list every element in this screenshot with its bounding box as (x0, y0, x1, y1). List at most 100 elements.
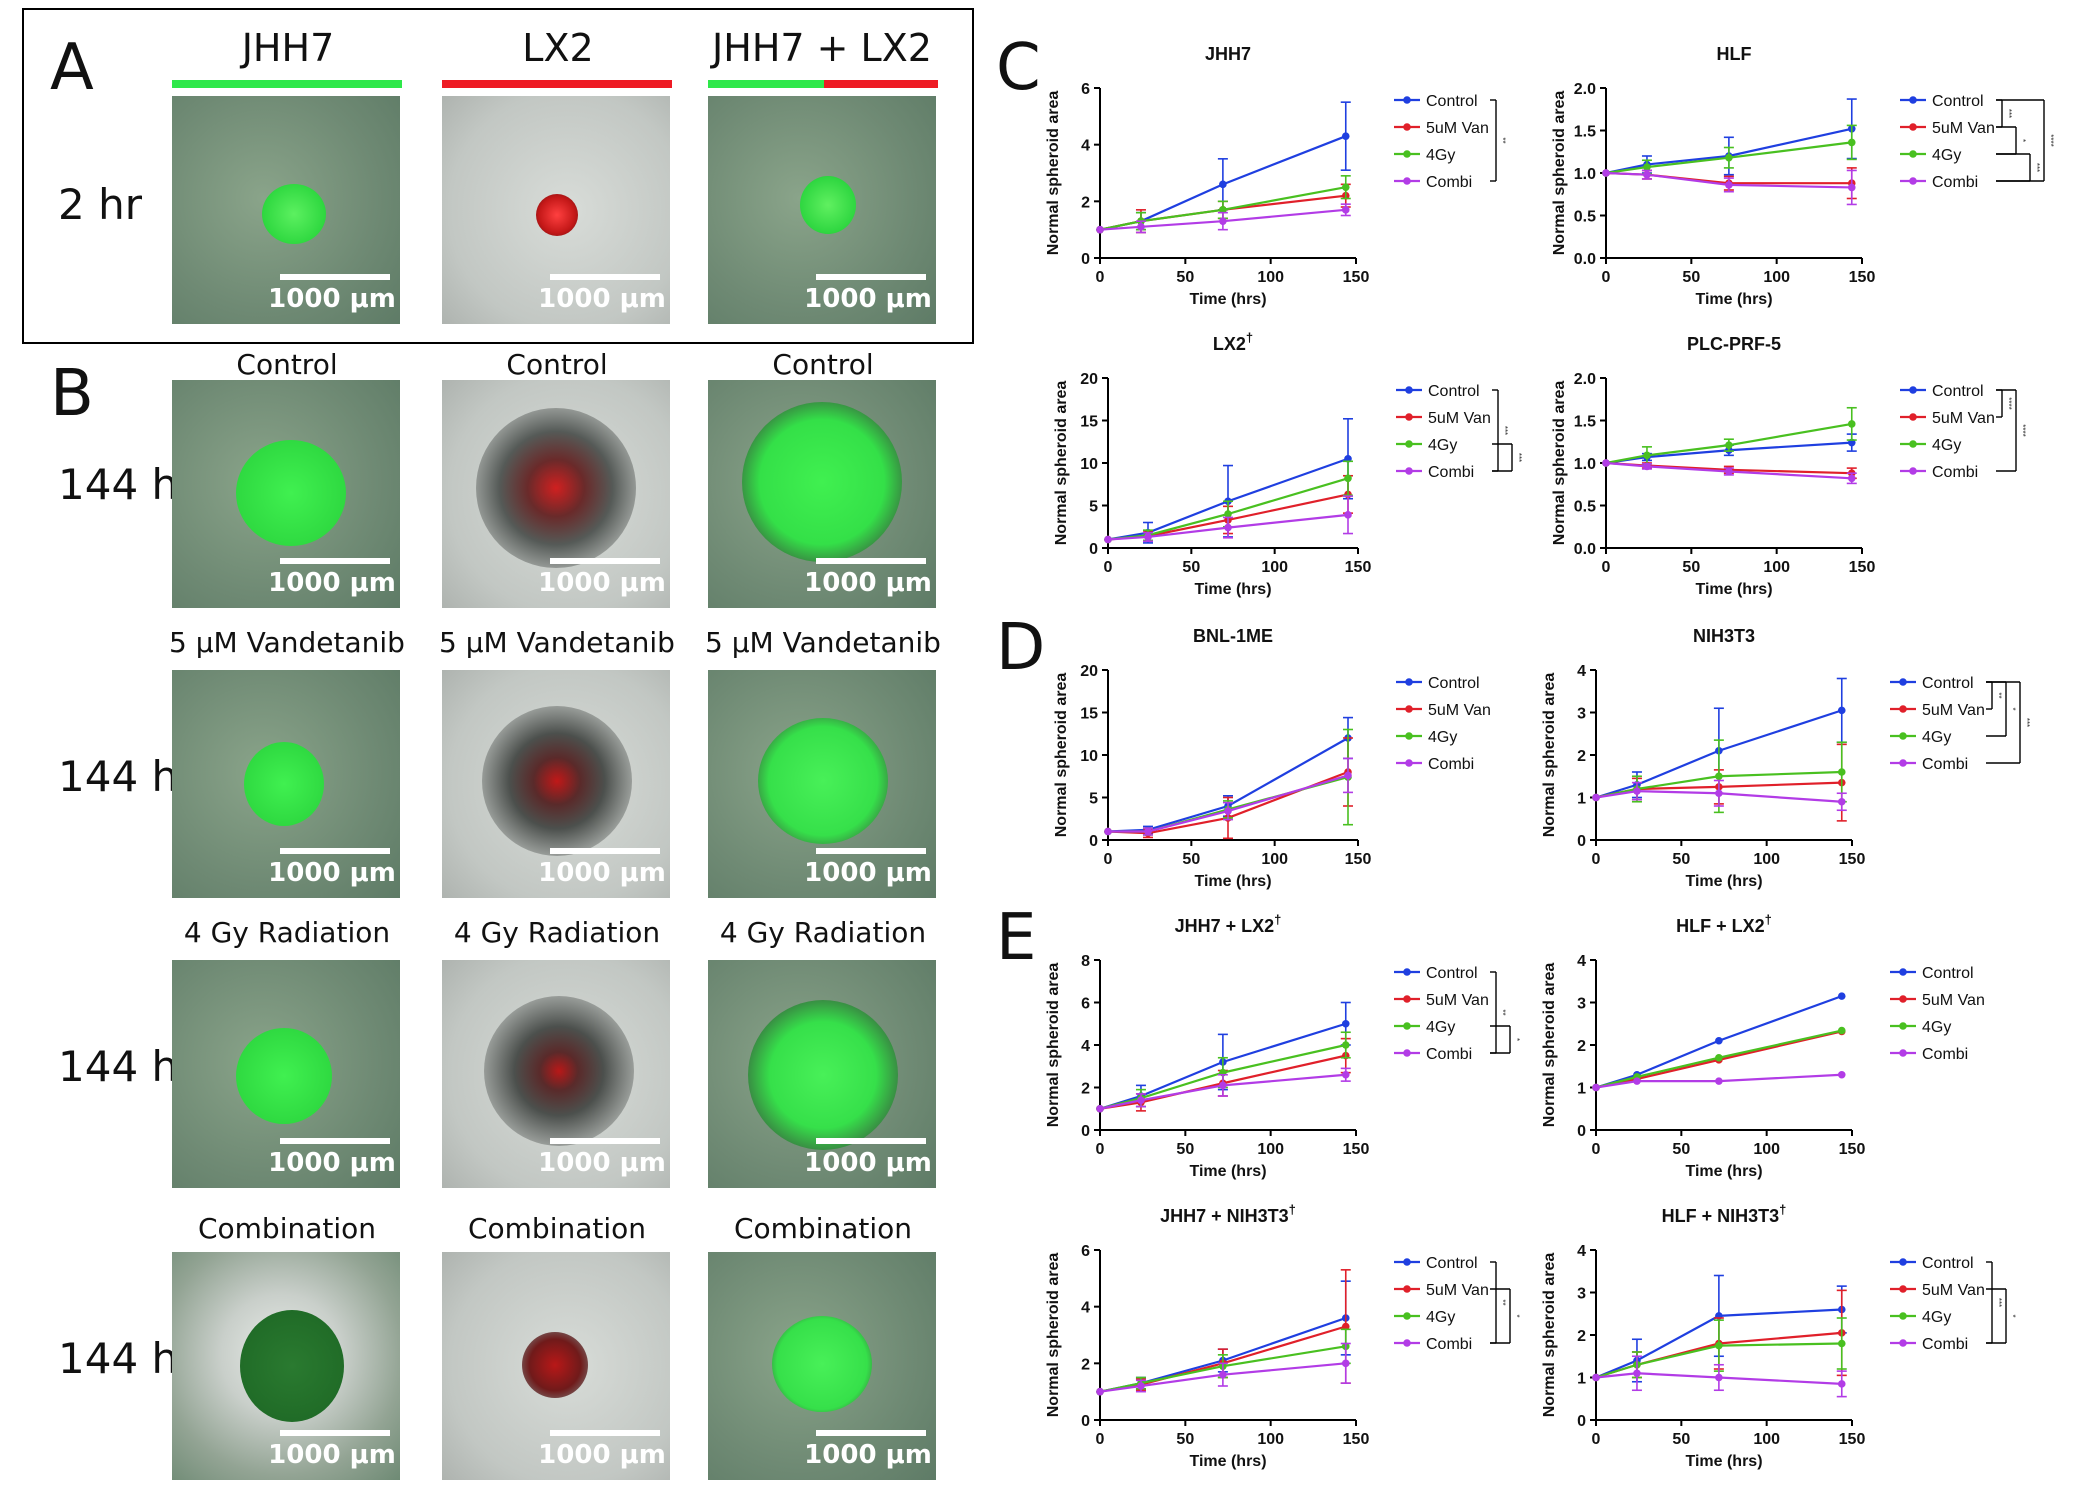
chart-title: NIH3T3 (1693, 626, 1755, 646)
y-axis-label: Normal spheroid area (1045, 963, 1062, 1128)
chart-title-dagger: † (1779, 1202, 1786, 1217)
data-point (1847, 420, 1856, 428)
x-axis-label: Time (hrs) (1189, 1453, 1266, 1470)
legend-label: Combi (1426, 1336, 1472, 1353)
x-tick-label: 150 (1343, 1141, 1370, 1158)
data-point (1837, 1339, 1846, 1348)
legend-label: 4Gy (1922, 729, 1951, 746)
legend-label: Combi (1426, 174, 1472, 191)
y-tick-label: 6 (1081, 1243, 1090, 1260)
x-tick-label: 50 (1176, 1431, 1194, 1448)
data-point (1341, 183, 1350, 191)
data-point (1341, 1322, 1350, 1331)
legend-swatch-marker (1405, 413, 1413, 421)
legend-label: Combi (1932, 174, 1978, 191)
x-axis-label: Time (hrs) (1189, 291, 1266, 308)
legend-swatch-marker (1899, 1022, 1907, 1030)
red-label-bar-half (824, 80, 938, 88)
series-line-control (1605, 127, 1852, 175)
x-tick-label: 50 (1176, 1141, 1194, 1158)
y-tick-label: 3 (1577, 706, 1586, 723)
micrograph-coculture-vandetanib: 1000 μm (708, 670, 936, 898)
condition-title: 4 Gy Radiation (719, 916, 927, 949)
bracket-significance-label: *** (1500, 426, 1509, 435)
legend-swatch-marker (1899, 759, 1907, 767)
legend-label: 5uM Van (1922, 1282, 1985, 1299)
bracket-significance-label: *** (1994, 1298, 2003, 1307)
legend-swatch-marker (1403, 968, 1411, 976)
x-axis-label: Time (hrs) (1194, 581, 1271, 598)
legend-swatch-marker (1899, 678, 1907, 686)
micrograph-coculture-control: 1000 μm (708, 380, 936, 608)
condition-title: Combination (467, 1212, 647, 1245)
data-point (1837, 706, 1846, 715)
chart-title-dagger: † (1765, 912, 1772, 927)
chart-title: PLC-PRF-5 (1687, 334, 1781, 354)
legend-label: Combi (1922, 1336, 1968, 1353)
x-tick-label: 0 (1602, 269, 1611, 286)
data-point (1847, 138, 1856, 147)
panel-letter-c: C (996, 31, 1041, 105)
condition-title: Combination (733, 1212, 913, 1245)
legend-label: 5uM Van (1932, 120, 1995, 137)
x-tick-label: 150 (1849, 269, 1876, 286)
x-tick-label: 0 (1104, 559, 1113, 576)
data-point (1224, 807, 1232, 815)
data-point (1344, 511, 1352, 519)
legend-swatch-marker (1403, 1049, 1411, 1057)
condition-title: Control (506, 348, 608, 381)
legend-swatch-marker (1403, 1022, 1411, 1030)
micrograph-jhh7-vandetanib: 1000 μm (172, 670, 400, 898)
legend-swatch-marker (1403, 123, 1411, 131)
micrograph-lx2-combination: 1000 μm (442, 1252, 670, 1480)
data-point (1144, 827, 1152, 836)
data-point (1633, 1369, 1641, 1378)
data-point (1715, 772, 1723, 781)
green-label-bar (172, 80, 402, 88)
x-tick-label: 100 (1753, 1431, 1780, 1448)
x-tick-label: 100 (1257, 1141, 1284, 1158)
y-tick-label: 20 (1080, 663, 1098, 680)
data-point (1602, 169, 1610, 177)
y-tick-label: 4 (1081, 1300, 1090, 1317)
legend-label: 5uM Van (1426, 992, 1489, 1009)
x-axis-label: Time (hrs) (1695, 581, 1772, 598)
data-point (1633, 1077, 1641, 1085)
legend-swatch-marker (1403, 150, 1411, 158)
series-line-combi (1107, 513, 1349, 541)
y-tick-label: 0.5 (1574, 499, 1596, 516)
data-point (1341, 1070, 1350, 1079)
col-title-lx2: LX2 (522, 26, 594, 70)
legend-swatch-marker (1899, 1285, 1907, 1293)
bracket-significance-label: ** (1498, 137, 1507, 143)
micrograph-coculture-combination: 1000 μm (708, 1252, 936, 1480)
chart-title-dagger: † (1274, 912, 1281, 927)
data-point (1219, 217, 1227, 225)
x-tick-label: 0 (1096, 1141, 1105, 1158)
data-point (1137, 1382, 1145, 1390)
y-tick-label: 4 (1577, 1243, 1586, 1260)
legend-swatch-marker (1403, 1339, 1411, 1347)
x-axis-label: Time (hrs) (1189, 1163, 1266, 1180)
series-line-combi (1595, 1372, 1842, 1385)
condition-title: 5 μM Vandetanib (705, 626, 941, 659)
legend-swatch-marker (1909, 123, 1917, 131)
legend-swatch-marker (1909, 150, 1917, 158)
chart-title: HLF + LX2† (1676, 912, 1772, 936)
data-point (1341, 1041, 1350, 1049)
x-tick-label: 0 (1602, 559, 1611, 576)
y-tick-label: 5 (1089, 499, 1098, 516)
panel-letter-a: A (50, 31, 94, 105)
col-title-coculture: JHH7 + LX2 (712, 26, 932, 70)
chart-hlf-lx2: HLF + LX2† 0 1 2 3 4 0 50 100 150 Time (hrs) Normal… (1541, 912, 1985, 1180)
legend-label: 4Gy (1428, 729, 1457, 746)
y-tick-label: 0.5 (1574, 209, 1596, 226)
x-tick-label: 0 (1592, 851, 1601, 868)
y-tick-label: 4 (1081, 1038, 1090, 1055)
x-axis-label: Time (hrs) (1685, 873, 1762, 890)
x-tick-label: 0 (1592, 1431, 1601, 1448)
legend-label: 5uM Van (1426, 120, 1489, 137)
bracket-significance-label: * (2008, 707, 2017, 710)
series-line-gy (1605, 422, 1852, 465)
series-line-gy (1605, 141, 1852, 175)
